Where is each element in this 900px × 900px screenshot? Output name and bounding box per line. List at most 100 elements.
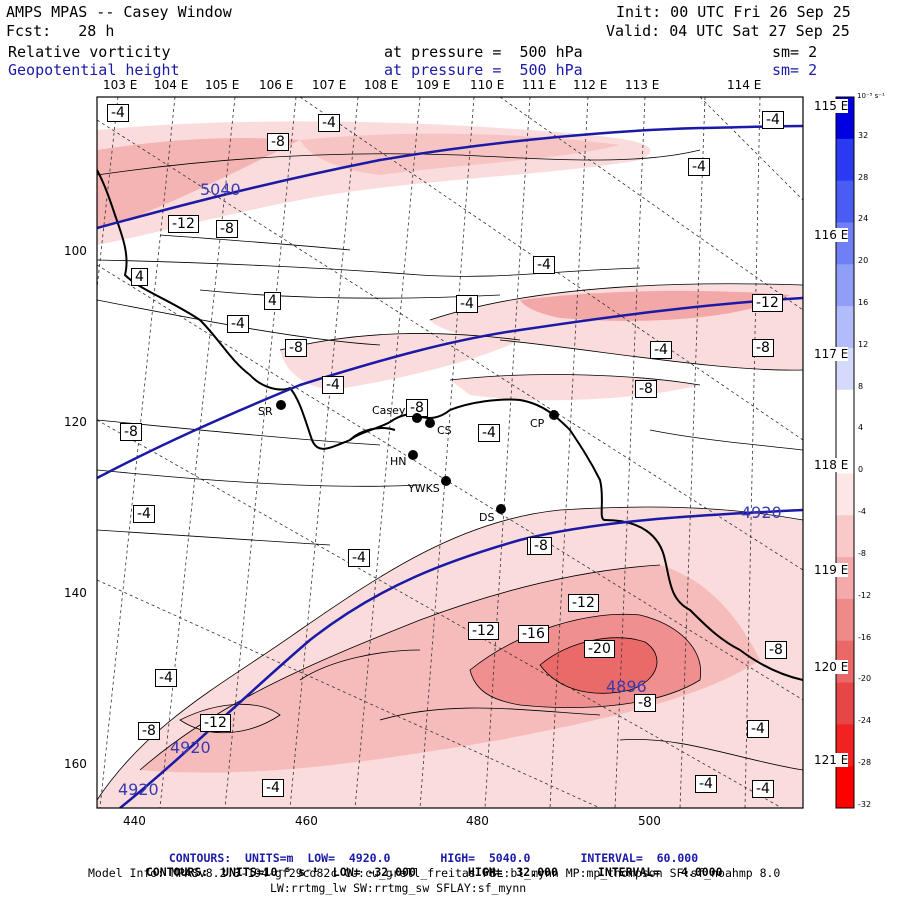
vorticity-label: -8 xyxy=(530,537,552,555)
colorbar-segment xyxy=(836,766,854,809)
vorticity-label: -8 xyxy=(634,694,656,712)
station-dot-cs xyxy=(425,418,435,428)
lon-label-top: 111 E xyxy=(522,78,557,92)
height-label: 4920 xyxy=(741,503,782,522)
lon-label-right: 117 E xyxy=(814,347,849,361)
vorticity-label: -4 xyxy=(695,775,717,793)
vorticity-label: -4 xyxy=(747,720,769,738)
station-label-ywks: YWKS xyxy=(408,482,440,495)
vorticity-shading xyxy=(97,121,803,808)
height-label: 5040 xyxy=(200,180,241,199)
vorticity-label: -8 xyxy=(285,339,307,357)
colorbar-segment xyxy=(836,473,854,516)
lon-label-right: 116 E xyxy=(814,228,849,242)
colorbar-segment xyxy=(836,180,854,223)
height-label: 4896 xyxy=(606,677,647,696)
vorticity-label: -4 xyxy=(533,256,555,274)
lon-label-top: 113 E xyxy=(625,78,660,92)
valid-time: Valid: 04 UTC Sat 27 Sep 25 xyxy=(606,22,850,40)
graticule xyxy=(97,97,803,808)
station-dot-hn xyxy=(408,450,418,460)
colorbar-tick: 12 xyxy=(858,339,869,349)
colorbar-tick: -32 xyxy=(858,799,872,809)
colorbar-tick: 16 xyxy=(858,298,869,308)
station-dot-cp xyxy=(549,410,559,420)
vorticity-label: -4 xyxy=(348,549,370,567)
colorbar-tick: 24 xyxy=(858,214,869,224)
lon-label-top: 114 E xyxy=(727,78,762,92)
model-info: Model Info: MPASv8.2.3-194-gf29cd82c CU:… xyxy=(88,866,781,880)
height-contour-info: CONTOURS: UNITS=m LOW= 4920.0 HIGH= 5040.… xyxy=(155,839,698,865)
colorbar-segment xyxy=(836,515,854,558)
vorticity-label: -12 xyxy=(568,594,599,612)
lon-label-top: 109 E xyxy=(416,78,451,92)
colorbar-unit: 10⁻⁵ s⁻¹ xyxy=(857,92,885,100)
colorbar-tick: -24 xyxy=(858,716,872,726)
colorbar-tick: 28 xyxy=(858,172,869,182)
lon-label-top: 108 E xyxy=(364,78,399,92)
colorbar-tick: -28 xyxy=(858,758,872,768)
lon-label-right: 118 E xyxy=(814,458,849,472)
station-label-cs: CS xyxy=(437,424,452,437)
field1-level: at pressure = 500 hPa xyxy=(384,43,583,61)
vorticity-contour-interval: INTERVAL= 4.0000 xyxy=(597,865,723,879)
station-label-sr: SR xyxy=(258,405,273,418)
colorbar-frame xyxy=(835,96,855,809)
y-tick-label: 140 xyxy=(64,586,87,600)
lon-label-top: 103 E xyxy=(103,78,138,92)
height-contour-5040 xyxy=(97,124,803,230)
vorticity-label: -4 xyxy=(133,505,155,523)
colorbar-tick: -12 xyxy=(858,590,872,600)
colorbar-tick: -4 xyxy=(858,507,866,517)
colorbar-tick: -8 xyxy=(858,548,866,558)
vorticity-label: -8 xyxy=(765,641,787,659)
lon-label-right: 119 E xyxy=(814,563,849,577)
init-time: Init: 00 UTC Fri 26 Sep 25 xyxy=(616,3,851,21)
colorbar xyxy=(836,97,854,809)
vorticity-label: 4 xyxy=(131,268,148,286)
colorbar-segment xyxy=(836,389,854,433)
vorticity-fill-east-core xyxy=(520,290,790,321)
height-contour-interval: INTERVAL= 60.000 xyxy=(580,851,699,865)
colorbar-segment xyxy=(836,598,854,642)
vorticity-label: -8 xyxy=(752,339,774,357)
station-label-hn: HN xyxy=(390,455,407,468)
station-dot-ds xyxy=(496,504,506,514)
y-tick-label: 120 xyxy=(64,415,87,429)
colorbar-segment xyxy=(836,682,854,725)
lon-label-top: 106 E xyxy=(259,78,294,92)
lon-label-right: 121 E xyxy=(814,753,849,767)
vorticity-contour-high: HIGH= 32.000 xyxy=(467,865,558,879)
y-tick-label: 160 xyxy=(64,757,87,771)
vorticity-label: -8 xyxy=(138,722,160,740)
colorbar-tick: -16 xyxy=(858,632,872,642)
lon-label-top: 112 E xyxy=(573,78,608,92)
lon-label-top: 104 E xyxy=(154,78,189,92)
vorticity-label: -4 xyxy=(322,376,344,394)
colorbar-segment xyxy=(836,264,854,307)
colorbar-tick: 20 xyxy=(858,256,869,266)
vorticity-fill-south-core xyxy=(540,637,657,694)
lon-label-top: 107 E xyxy=(312,78,347,92)
height-contour-high: HIGH= 5040.0 xyxy=(440,851,531,865)
height-label: 4920 xyxy=(118,780,159,799)
station-dot-ywks xyxy=(441,476,451,486)
forecast-hour: Fcst: 28 h xyxy=(6,22,115,40)
colorbar-tick: 4 xyxy=(858,423,864,433)
vorticity-fill-north-band xyxy=(300,133,620,175)
vorticity-label: -4 xyxy=(456,295,478,313)
field2-name: Geopotential height xyxy=(8,61,180,79)
colorbar-tick: 0 xyxy=(858,465,864,475)
height-contour-units: CONTOURS: UNITS=m LOW= 4920.0 xyxy=(168,851,391,865)
vorticity-label: -16 xyxy=(518,625,549,643)
lon-label-top: 105 E xyxy=(205,78,240,92)
vorticity-fill-mid-band xyxy=(280,333,520,390)
station-dot-casey xyxy=(412,413,422,423)
vorticity-label: -8 xyxy=(120,423,142,441)
vorticity-label: -12 xyxy=(468,622,499,640)
x-tick-label: 440 xyxy=(123,814,146,828)
colorbar-tick: 32 xyxy=(858,130,869,140)
station-label-ds: DS xyxy=(479,511,495,524)
colorbar-segment xyxy=(836,138,854,182)
